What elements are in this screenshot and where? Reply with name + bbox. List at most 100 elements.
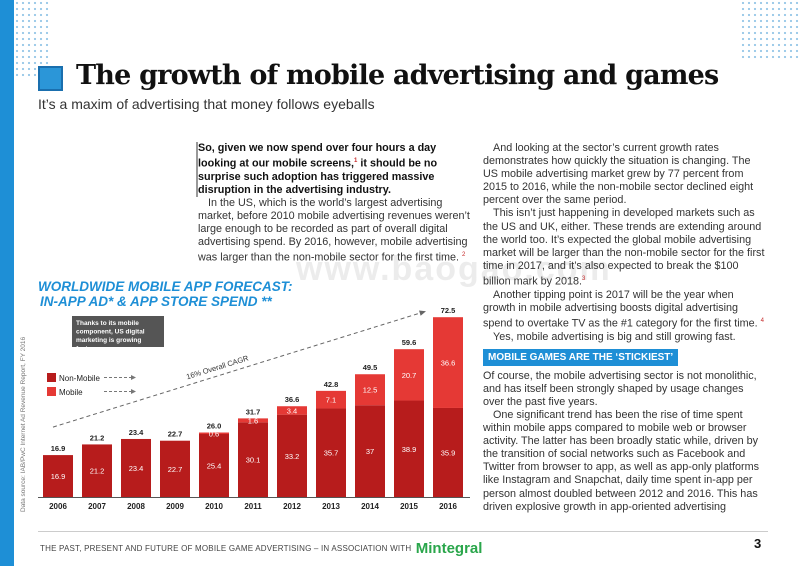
annotation-box [72, 316, 164, 347]
lead-paragraph: So, given we now spend over four hours a… [196, 142, 474, 197]
bar-mobile [316, 390, 346, 409]
page-title: The growth of mobile advertising and gam… [76, 60, 719, 91]
bar-non-mobile [355, 405, 385, 497]
body-paragraph: Yes, mobile advertising is big and still… [493, 330, 736, 343]
body-paragraph: Of course, the mobile advertising sector… [483, 369, 757, 408]
body-paragraph: This isn’t just happening in developed m… [483, 207, 765, 288]
lead-text-rest: it should be no surprise such adoption h… [198, 157, 438, 196]
bar-label-non-mobile: 21.2 [90, 467, 105, 476]
legend-leader-arrow [131, 375, 136, 380]
bar-total-label: 36.6 [285, 395, 300, 404]
bar-label-mobile: 1.6 [248, 416, 258, 425]
bar-total-label: 22.7 [168, 430, 183, 439]
x-tick-label: 2015 [400, 502, 418, 511]
bar-total-label: 23.4 [129, 428, 144, 437]
bar-label-mobile: 12.5 [363, 386, 378, 395]
bar-total-label: 42.8 [324, 380, 339, 389]
bar-total-label: 21.2 [90, 433, 105, 442]
legend-leader-arrow [131, 389, 136, 394]
bar-total-label: 31.7 [246, 407, 261, 416]
left-accent-bar [0, 0, 14, 566]
bar-non-mobile [238, 422, 268, 497]
legend-label: Mobile [59, 388, 83, 397]
column-2: And looking at the sector’s current grow… [483, 142, 765, 514]
bar-non-mobile [316, 408, 346, 497]
bar-non-mobile [160, 440, 190, 497]
x-tick-label: 2011 [244, 502, 262, 511]
bar-label-mobile: 0.6 [209, 429, 219, 438]
bar-label-non-mobile: 37 [366, 447, 374, 456]
bar-label-non-mobile: 30.1 [246, 456, 261, 465]
trend-label: 16% Overall CAGR [185, 353, 250, 381]
bar-non-mobile [121, 438, 151, 497]
legend-swatch [47, 387, 56, 396]
bar-non-mobile [43, 455, 73, 497]
x-tick-label: 2008 [127, 502, 145, 511]
footnote-ref: 2 [462, 252, 466, 259]
footer: THE PAST, PRESENT AND FUTURE OF MOBILE G… [40, 540, 482, 557]
bar-mobile [394, 349, 424, 401]
dot-pattern-right [740, 0, 800, 60]
bar-mobile [355, 374, 385, 406]
x-tick-label: 2012 [283, 502, 301, 511]
body-paragraph: One significant trend has been the rise … [483, 408, 760, 513]
x-tick-label: 2014 [361, 502, 379, 511]
x-tick-label: 2009 [166, 502, 184, 511]
annotation-text-line: component, US digital [76, 329, 145, 336]
bar-non-mobile [277, 414, 307, 497]
bar-total-label: 72.5 [441, 306, 456, 315]
legend-label: Non-Mobile [59, 374, 100, 383]
bar-label-mobile: 3.4 [287, 406, 297, 415]
legend-swatch [47, 373, 56, 382]
annotation-text-line: fast [76, 346, 88, 353]
bar-total-label: 26.0 [207, 422, 222, 431]
footer-divider [38, 531, 768, 532]
bar-mobile [238, 418, 268, 423]
body-paragraph: And looking at the sector’s current grow… [483, 142, 754, 207]
bar-total-label: 59.6 [402, 338, 417, 347]
bar-label-mobile: 20.7 [402, 371, 417, 380]
bar-total-label: 16.9 [51, 444, 66, 453]
bar-mobile [277, 406, 307, 415]
x-tick-label: 2006 [49, 502, 67, 511]
brand-logo: Mintegral [415, 540, 483, 557]
footer-text: THE PAST, PRESENT AND FUTURE OF MOBILE G… [40, 544, 412, 553]
bar-label-non-mobile: 25.4 [207, 462, 222, 471]
bar-label-non-mobile: 35.9 [441, 448, 456, 457]
footnote-ref: 1 [354, 158, 358, 165]
bar-label-non-mobile: 38.9 [402, 445, 417, 454]
bar-label-non-mobile: 35.7 [324, 449, 339, 458]
chart-heading-line2: IN-APP AD* & APP STORE SPEND ** [40, 294, 272, 309]
footnote-ref: 3 [582, 275, 586, 282]
chart-heading-line1: WORLDWIDE MOBILE APP FORECAST: [38, 279, 293, 294]
x-tick-label: 2010 [205, 502, 223, 511]
trend-arrowhead [419, 310, 426, 316]
bar-label-non-mobile: 22.7 [168, 465, 183, 474]
bar-label-mobile: 7.1 [326, 396, 336, 405]
x-tick-label: 2013 [322, 502, 340, 511]
body-paragraph: Another tipping point is 2017 will be th… [483, 288, 765, 330]
watermark: www.baogao.com [296, 250, 612, 288]
x-tick-label: 2007 [88, 502, 106, 511]
annotation-text-line: Thanks to its mobile [76, 320, 139, 327]
bar-non-mobile [199, 434, 229, 497]
trend-line [52, 310, 427, 428]
bar-non-mobile [433, 407, 463, 497]
bar-label-non-mobile: 33.2 [285, 452, 300, 461]
page-subtitle: It’s a maxim of advertising that money f… [38, 96, 375, 112]
bar-total-label: 49.5 [363, 363, 378, 372]
x-tick-label: 2016 [439, 502, 457, 511]
bar-mobile [199, 432, 229, 435]
lead-text: So, given we now spend over four hours a… [198, 142, 437, 170]
chart-heading: WORLDWIDE MOBILE APP FORECAST: IN-APP AD… [38, 279, 292, 309]
page-number: 3 [754, 536, 762, 551]
bar-non-mobile [82, 444, 112, 497]
bar-non-mobile [394, 400, 424, 497]
column-1: So, given we now spend over four hours a… [196, 142, 474, 265]
bar-label-mobile: 36.6 [441, 359, 456, 368]
section-heading: MOBILE GAMES ARE THE ‘STICKIEST’ [483, 348, 679, 366]
footnote-ref: 4 [760, 317, 765, 324]
bar-label-non-mobile: 16.9 [51, 472, 66, 481]
bar-label-non-mobile: 23.4 [129, 464, 144, 473]
